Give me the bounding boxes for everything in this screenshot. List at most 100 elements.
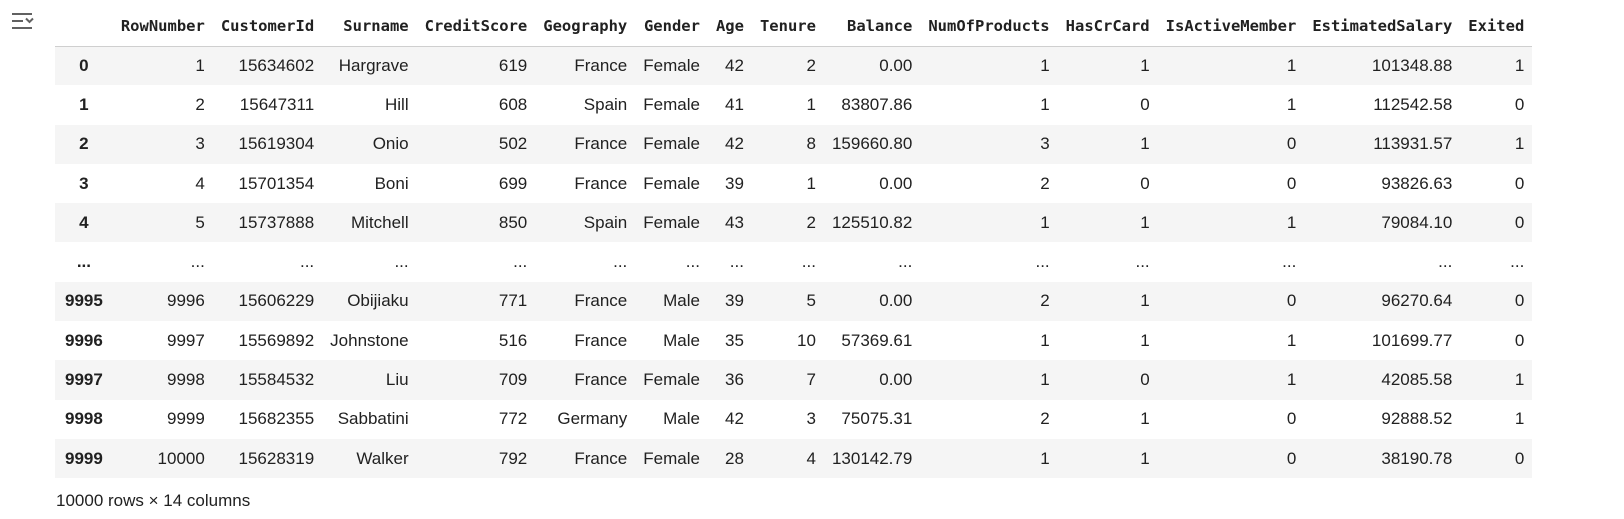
table-cell: 36	[725, 370, 744, 390]
table-cell: 15619304	[238, 134, 315, 154]
table-cell: Female	[643, 94, 700, 114]
table-cell: ...	[1035, 252, 1050, 272]
table-cell: 93826.63	[1381, 173, 1453, 193]
table-cell: 9997	[167, 330, 205, 350]
table-cell: 1	[195, 55, 205, 75]
table-cell: 7	[806, 370, 816, 390]
column-header: Age	[707, 7, 752, 47]
table-cell: 92888.52	[1381, 409, 1453, 429]
table-row: 9995 9996 15606229 Obijiaku 771 France Male 39 5…	[55, 281, 1533, 322]
table-cell: 608	[498, 94, 528, 114]
table-cell: ...	[1282, 252, 1297, 272]
table-cell: ...	[1438, 252, 1453, 272]
table-row: 3 4 15701354 Boni 699 France Female 39 1 0.00 2 0 0 9…	[55, 163, 1533, 204]
table-cell: 42	[725, 409, 744, 429]
table-cell: 15628319	[238, 448, 315, 468]
table-cell: 9998	[167, 370, 205, 390]
table-cell: 2	[1040, 291, 1050, 311]
table-cell: 10	[797, 330, 816, 350]
table-cell: Johnstone	[330, 330, 409, 350]
column-header: HasCrCard	[1057, 7, 1158, 47]
table-cell: Onio	[372, 134, 409, 154]
row-index: ...	[76, 252, 91, 272]
row-index: 9997	[65, 370, 103, 390]
table-cell: 10000	[157, 448, 205, 468]
table-cell: 125510.82	[831, 212, 913, 232]
table-row: 9996 9997 15569892 Johnstone 516 France Male 35…	[55, 321, 1533, 361]
table-cell: ...	[299, 252, 315, 272]
table-cell: 0	[1514, 448, 1525, 468]
table-cell: Germany	[557, 409, 628, 429]
table-cell: 41	[725, 94, 744, 114]
table-cell: 1	[1140, 291, 1150, 311]
table-cell: 1	[1040, 212, 1050, 232]
table-cell: 0	[1286, 173, 1297, 193]
table-cell: 15647311	[239, 94, 315, 114]
row-index: 0	[79, 55, 89, 75]
table-row: 9997 9998 15584532 Liu 709 France Female 36 7 0.0…	[55, 360, 1533, 400]
table-cell: 0	[1140, 94, 1150, 114]
table-cell: Sabbatini	[337, 409, 409, 429]
table-cell: 5	[806, 291, 816, 311]
table-cell: Female	[643, 55, 700, 75]
table-cell: 502	[498, 134, 528, 154]
table-cell: Boni	[374, 173, 409, 193]
collapse-output-icon	[10, 10, 36, 32]
table-cell: ...	[801, 252, 816, 272]
table-cell: Walker	[356, 448, 409, 468]
table-cell: 0	[1514, 212, 1525, 232]
dataframe-table: RowNumber CustomerId Surname CreditScore Geo…	[55, 7, 1533, 479]
table-cell: 83807.86	[841, 94, 913, 114]
table-cell: 2	[806, 55, 816, 75]
table-cell: 0	[1514, 94, 1525, 114]
table-cell: France	[574, 55, 628, 75]
table-cell: ...	[898, 252, 913, 272]
table-row: 9998 9999 15682355 Sabbatini 772 Germany Male 4…	[55, 399, 1533, 439]
table-cell: Obijiaku	[347, 291, 409, 311]
table-cell: 0.00	[879, 55, 913, 75]
table-cell: 42	[725, 55, 744, 75]
table-cell: Male	[663, 409, 700, 429]
table-cell: 15682355	[238, 409, 315, 429]
table-cell: 1	[1286, 94, 1297, 114]
table-body: 0 1 15634602 Hargrave 619 France Female 42 2 0.00…	[55, 46, 1533, 479]
table-cell: 0	[1514, 330, 1525, 350]
table-cell: 130142.79	[831, 448, 913, 468]
table-cell: 15584532	[238, 370, 315, 390]
table-cell: Female	[643, 448, 700, 468]
table-cell: 112542.58	[1373, 94, 1453, 114]
table-cell: 1	[1040, 55, 1050, 75]
table-row: 4 5 15737888 Mitchell 850 Spain Female 43 2 12551…	[55, 203, 1533, 243]
table-row: ........................................…	[55, 242, 1533, 282]
table-cell: 0	[1514, 173, 1525, 193]
table-cell: France	[574, 448, 628, 468]
table-cell: 8	[806, 134, 816, 154]
collapse-output-button[interactable]	[8, 6, 38, 36]
table-cell: 15701354	[238, 173, 315, 193]
table-cell: ...	[190, 252, 205, 272]
table-cell: 28	[725, 448, 744, 468]
column-header: Tenure	[751, 7, 824, 47]
table-cell: 4	[195, 173, 205, 193]
table-cell: 850	[498, 212, 528, 232]
table-cell: 0	[1286, 409, 1297, 429]
table-cell: 42085.58	[1381, 370, 1453, 390]
table-cell: 1	[1140, 212, 1150, 232]
table-cell: 79084.10	[1381, 212, 1453, 232]
table-cell: 1	[1040, 94, 1050, 114]
table-cell: ...	[613, 252, 628, 272]
table-row: 1 2 15647311 Hill 608 Spain Female 41 1 83807.86 1…	[55, 85, 1533, 125]
table-cell: Female	[643, 173, 700, 193]
table-cell: 1	[806, 94, 816, 114]
table-cell: ...	[685, 252, 700, 272]
table-cell: 38190.78	[1381, 448, 1453, 468]
table-cell: 2	[1040, 409, 1050, 429]
table-header-row: RowNumber CustomerId Surname CreditScore Geo…	[55, 7, 1533, 47]
table-cell: France	[574, 134, 628, 154]
table-cell: 0	[1286, 448, 1297, 468]
table-cell: 101348.88	[1371, 55, 1453, 75]
table-cell: 516	[498, 330, 528, 350]
column-header: Geography	[535, 7, 636, 47]
table-cell: 0.00	[879, 291, 913, 311]
table-cell: Mitchell	[350, 212, 409, 232]
